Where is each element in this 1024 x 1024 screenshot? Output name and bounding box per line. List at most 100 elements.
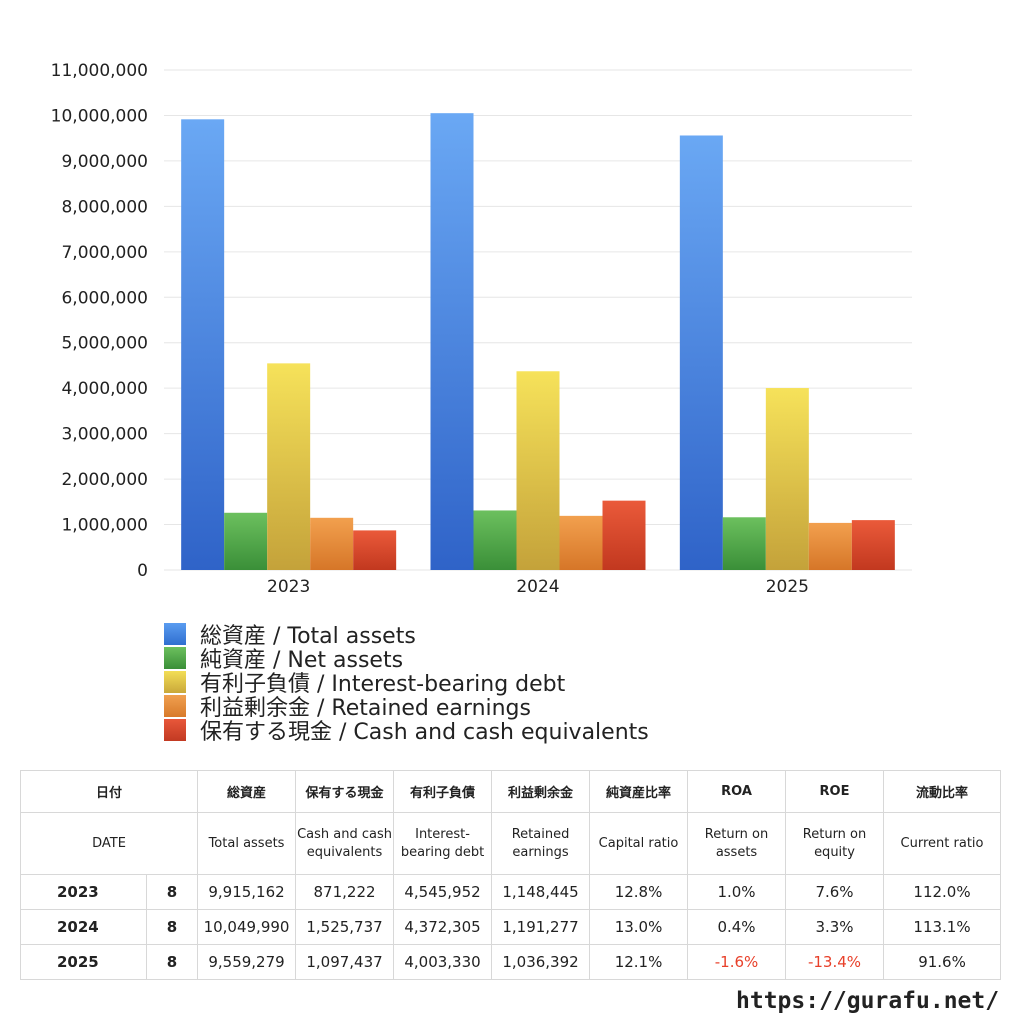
header-row-en: DATE Total assets Cash and cash equivale… — [19, 812, 1002, 875]
site-url: https://gurafu.net/ — [736, 988, 1000, 1014]
debt-cell: 4,372,305 — [393, 909, 493, 945]
year-cell: 2023 — [20, 874, 147, 910]
roe-cell: -13.4% — [785, 944, 885, 980]
header-row-jp: 日付 総資産 保有する現金 有利子負債 利益剰余金 純資産比率 ROA ROE … — [19, 770, 1002, 813]
table-row: 2023 8 9,915,162 871,222 4,545,952 1,148… — [20, 874, 1002, 910]
cash-cell: 1,097,437 — [295, 944, 395, 980]
month-cell: 8 — [145, 909, 199, 945]
header-cell: ROA — [687, 770, 787, 813]
header-cell: Retained earnings — [491, 812, 591, 875]
bar — [722, 517, 766, 570]
legend-swatch — [164, 671, 186, 693]
y-tick-label: 5,000,000 — [61, 334, 148, 354]
header-cell: Total assets — [197, 812, 297, 875]
bar — [430, 113, 474, 570]
roa-cell: -1.6% — [687, 944, 787, 980]
y-tick-label: 9,000,000 — [61, 152, 148, 172]
header-cell: 日付 — [19, 770, 199, 813]
retained-earnings-cell: 1,191,277 — [491, 909, 591, 945]
year-cell: 2025 — [20, 944, 147, 980]
header-cell: Return on assets — [687, 812, 787, 875]
legend-swatch — [164, 623, 186, 645]
roe-cell: 3.3% — [785, 909, 885, 945]
cash-cell: 1,525,737 — [295, 909, 395, 945]
legend-item: 有利子負債 / Interest-bearing debt — [164, 670, 649, 697]
bar — [224, 512, 268, 570]
header-cell: 有利子負債 — [393, 770, 493, 813]
bar — [267, 363, 311, 570]
bar — [851, 520, 895, 570]
header-cell: 利益剰余金 — [491, 770, 591, 813]
legend-label: 総資産 / Total assets — [200, 624, 416, 649]
bar — [679, 135, 723, 571]
legend-swatch — [164, 647, 186, 669]
bar — [559, 515, 603, 570]
legend-item: 保有する現金 / Cash and cash equivalents — [164, 718, 649, 745]
bar — [765, 388, 809, 570]
legend-swatch — [164, 695, 186, 717]
y-tick-label: 7,000,000 — [61, 243, 148, 263]
month-cell: 8 — [145, 944, 199, 980]
legend-item: 純資産 / Net assets — [164, 646, 649, 673]
header-cell: 総資産 — [197, 770, 297, 813]
roa-cell: 0.4% — [687, 909, 787, 945]
legend-label: 保有する現金 / Cash and cash equivalents — [200, 720, 649, 745]
legend-label: 有利子負債 / Interest-bearing debt — [200, 672, 566, 697]
x-axis-ticks: 2023 2024 2025 — [267, 577, 809, 597]
debt-cell: 4,003,330 — [393, 944, 493, 980]
y-tick-label: 6,000,000 — [61, 288, 148, 308]
legend-swatch — [164, 719, 186, 741]
y-tick-label: 10,000,000 — [51, 106, 148, 126]
x-tick-label: 2023 — [267, 577, 310, 597]
y-axis-ticks: 0 1,000,000 2,000,000 3,000,000 4,000,000 5,0… — [51, 61, 148, 581]
legend-item: 利益剰余金 / Retained earnings — [164, 694, 649, 721]
capital-ratio-cell: 12.1% — [589, 944, 689, 980]
bar — [602, 500, 646, 570]
bar — [353, 530, 397, 570]
legend-label: 純資産 / Net assets — [200, 648, 404, 673]
y-tick-label: 8,000,000 — [61, 197, 148, 217]
header-cell: 純資産比率 — [589, 770, 689, 813]
financial-summary-table: 日付 総資産 保有する現金 有利子負債 利益剰余金 純資産比率 ROA ROE … — [19, 770, 1002, 980]
retained-earnings-cell: 1,036,392 — [491, 944, 591, 980]
y-tick-label: 3,000,000 — [61, 425, 148, 445]
roa-cell: 1.0% — [687, 874, 787, 910]
total-assets-cell: 9,559,279 — [197, 944, 297, 980]
bar — [808, 522, 852, 570]
year-cell: 2024 — [20, 909, 147, 945]
header-cell: 流動比率 — [883, 770, 1002, 813]
current-ratio-cell: 112.0% — [883, 874, 1002, 910]
y-tick-label: 11,000,000 — [51, 61, 148, 81]
debt-cell: 4,545,952 — [393, 874, 493, 910]
total-assets-cell: 9,915,162 — [197, 874, 297, 910]
bar — [181, 119, 225, 570]
bar-chart: 0 1,000,000 2,000,000 3,000,000 4,000,000 5,0… — [51, 61, 912, 597]
bar — [473, 510, 517, 570]
header-cell: DATE — [19, 812, 199, 875]
bar — [516, 371, 560, 570]
x-tick-label: 2025 — [766, 577, 809, 597]
y-tick-label: 2,000,000 — [61, 470, 148, 490]
retained-earnings-cell: 1,148,445 — [491, 874, 591, 910]
legend: 総資産 / Total assets 純資産 / Net assets 有利子負… — [164, 622, 649, 745]
current-ratio-cell: 113.1% — [883, 909, 1002, 945]
x-tick-label: 2024 — [516, 577, 559, 597]
header-cell: ROE — [785, 770, 885, 813]
capital-ratio-cell: 12.8% — [589, 874, 689, 910]
y-tick-label: 1,000,000 — [61, 516, 148, 536]
capital-ratio-cell: 13.0% — [589, 909, 689, 945]
header-cell: Cash and cash equivalents — [295, 812, 395, 875]
table-row: 2024 8 10,049,990 1,525,737 4,372,305 1,… — [20, 909, 1002, 945]
header-cell: 保有する現金 — [295, 770, 395, 813]
cash-cell: 871,222 — [295, 874, 395, 910]
roe-cell: 7.6% — [785, 874, 885, 910]
current-ratio-cell: 91.6% — [883, 944, 1002, 980]
legend-label: 利益剰余金 / Retained earnings — [200, 696, 531, 721]
month-cell: 8 — [145, 874, 199, 910]
table-row: 2025 8 9,559,279 1,097,437 4,003,330 1,0… — [20, 944, 1002, 980]
total-assets-cell: 10,049,990 — [197, 909, 297, 945]
bars — [181, 113, 895, 571]
y-tick-label: 0 — [137, 561, 148, 581]
header-cell: Current ratio — [883, 812, 1002, 875]
header-cell: Return on equity — [785, 812, 885, 875]
